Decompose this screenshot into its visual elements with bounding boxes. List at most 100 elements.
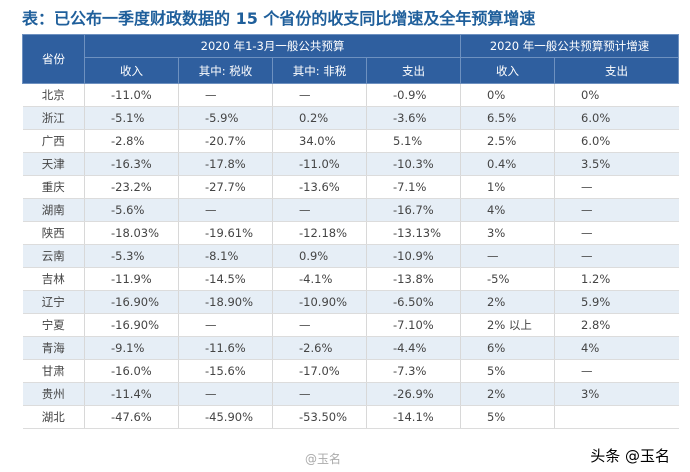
value-cell: 6.5%	[460, 106, 556, 130]
table-row: 浙江 -5.1% -5.9% 0.2% -3.6% 6.5% 6.0%	[22, 106, 679, 130]
table-row: 陕西 -18.03% -19.61% -12.18% -13.13% 3% —	[22, 221, 679, 245]
value-cell: —	[178, 313, 273, 337]
table-row: 吉林 -11.9% -14.5% -4.1% -13.8% -5% 1.2%	[22, 267, 679, 291]
value-cell: -13.8%	[366, 267, 462, 291]
value-cell: 0.2%	[272, 106, 367, 130]
value-cell: -2.8%	[84, 129, 179, 153]
value-cell: —	[272, 382, 367, 406]
value-cell: 4%	[554, 336, 679, 360]
value-cell: -16.7%	[366, 198, 462, 222]
value-cell: 1.2%	[554, 267, 679, 291]
value-cell: -10.90%	[272, 290, 367, 314]
value-cell: 6.0%	[554, 106, 679, 130]
province-cell: 贵州	[22, 382, 85, 406]
value-cell: 0%	[460, 83, 556, 107]
value-cell: -14.5%	[178, 267, 273, 291]
value-cell: -5.6%	[84, 198, 179, 222]
table-row: 宁夏 -16.90% — — -7.10% 2% 以上 2.8%	[22, 313, 679, 337]
value-cell: 0.4%	[460, 152, 556, 176]
value-cell: 1%	[460, 175, 556, 199]
value-cell: -10.3%	[366, 152, 462, 176]
value-cell: -23.2%	[84, 175, 179, 199]
value-cell: -10.9%	[366, 244, 462, 268]
table-row: 贵州 -11.4% — — -26.9% 2% 3%	[22, 382, 679, 406]
value-cell: -5.1%	[84, 106, 179, 130]
header-col-annual-expenditure: 支出	[554, 57, 680, 84]
header-col-nontax: 其中: 非税	[272, 57, 367, 84]
value-cell: —	[272, 313, 367, 337]
province-cell: 宁夏	[22, 313, 85, 337]
value-cell: -13.6%	[272, 175, 367, 199]
table-row: 湖北 -47.6% -45.90% -53.50% -14.1% 5%	[22, 405, 679, 429]
value-cell: 3%	[554, 382, 679, 406]
province-cell: 湖南	[22, 198, 85, 222]
value-cell: -7.1%	[366, 175, 462, 199]
value-cell: -17.8%	[178, 152, 273, 176]
province-cell: 甘肃	[22, 359, 85, 383]
province-cell: 重庆	[22, 175, 85, 199]
value-cell: -11.0%	[84, 83, 179, 107]
value-cell: -17.0%	[272, 359, 367, 383]
value-cell: -8.1%	[178, 244, 273, 268]
value-cell: —	[178, 382, 273, 406]
value-cell: -16.0%	[84, 359, 179, 383]
value-cell: 2%	[460, 290, 556, 314]
value-cell: -27.7%	[178, 175, 273, 199]
table-row: 广西 -2.8% -20.7% 34.0% 5.1% 2.5% 6.0%	[22, 129, 679, 153]
value-cell: 5%	[460, 359, 556, 383]
value-cell: 3.5%	[554, 152, 679, 176]
value-cell: -3.6%	[366, 106, 462, 130]
value-cell: -18.03%	[84, 221, 179, 245]
value-cell: -26.9%	[366, 382, 462, 406]
value-cell: -7.10%	[366, 313, 462, 337]
table-row: 天津 -16.3% -17.8% -11.0% -10.3% 0.4% 3.5%	[22, 152, 679, 176]
value-cell: -20.7%	[178, 129, 273, 153]
value-cell: —	[554, 359, 679, 383]
value-cell: -5.9%	[178, 106, 273, 130]
value-cell: —	[554, 244, 679, 268]
value-cell: -5%	[460, 267, 556, 291]
value-cell: -47.6%	[84, 405, 179, 429]
table-row: 云南 -5.3% -8.1% 0.9% -10.9% — —	[22, 244, 679, 268]
fiscal-data-table: 省份 2020 年1-3月一般公共预算 2020 年一般公共预算预计增速 收入 …	[22, 34, 680, 429]
value-cell: —	[272, 198, 367, 222]
table-row: 青海 -9.1% -11.6% -2.6% -4.4% 6% 4%	[22, 336, 679, 360]
value-cell: -9.1%	[84, 336, 179, 360]
header-group-q1-budget: 2020 年1-3月一般公共预算	[83, 34, 462, 58]
watermark-small: @玉名	[305, 452, 342, 466]
value-cell: -11.9%	[84, 267, 179, 291]
header-group-annual-growth: 2020 年一般公共预算预计增速	[460, 34, 680, 58]
value-cell: 6.0%	[554, 129, 679, 153]
province-cell: 湖北	[22, 405, 85, 429]
value-cell: 3%	[460, 221, 556, 245]
value-cell: 0.9%	[272, 244, 367, 268]
value-cell: -7.3%	[366, 359, 462, 383]
header-col-annual-revenue: 收入	[460, 57, 556, 84]
value-cell: —	[554, 198, 679, 222]
watermark: 头条 @玉名	[590, 447, 670, 465]
value-cell: —	[178, 198, 273, 222]
value-cell: -45.90%	[178, 405, 273, 429]
value-cell: 5%	[460, 405, 556, 429]
value-cell: 2.8%	[554, 313, 679, 337]
table-row: 辽宁 -16.90% -18.90% -10.90% -6.50% 2% 5.9%	[22, 290, 679, 314]
table-body: 北京 -11.0% — — -0.9% 0% 0% 浙江 -5.1% -5.9% 0.2% -3.6%…	[22, 83, 679, 429]
province-cell: 青海	[22, 336, 85, 360]
value-cell: -11.6%	[178, 336, 273, 360]
table-row: 湖南 -5.6% — — -16.7% 4% —	[22, 198, 679, 222]
value-cell: 5.1%	[366, 129, 462, 153]
value-cell	[554, 405, 679, 429]
province-cell: 吉林	[22, 267, 85, 291]
province-cell: 北京	[22, 83, 85, 107]
header-col-tax: 其中: 税收	[178, 57, 273, 84]
value-cell: -2.6%	[272, 336, 367, 360]
value-cell: 2.5%	[460, 129, 556, 153]
value-cell: -0.9%	[366, 83, 462, 107]
value-cell: -13.13%	[366, 221, 462, 245]
value-cell: -5.3%	[84, 244, 179, 268]
value-cell: —	[554, 221, 679, 245]
value-cell: 4%	[460, 198, 556, 222]
value-cell: -19.61%	[178, 221, 273, 245]
table-title: 表：已公布一季度财政数据的 15 个省份的收支同比增速及全年预算增速	[22, 9, 536, 28]
value-cell: -53.50%	[272, 405, 367, 429]
